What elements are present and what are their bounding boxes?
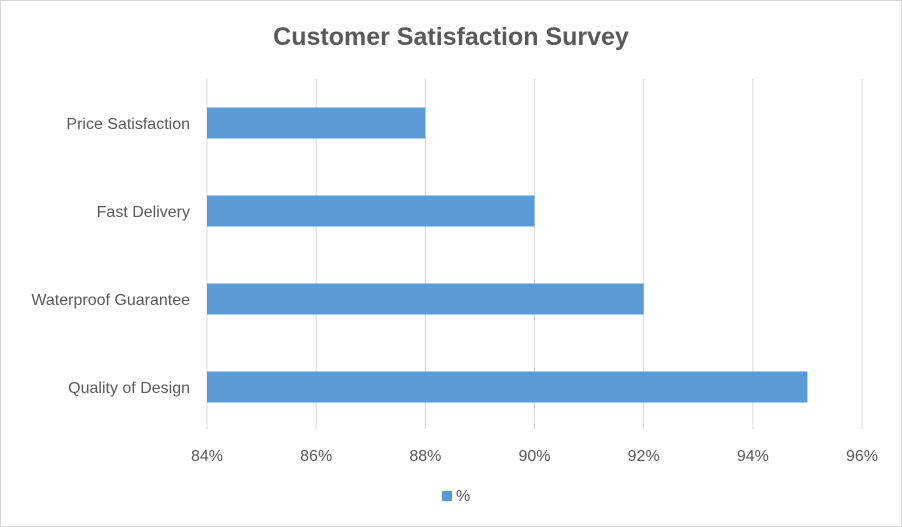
x-tick-label: 88% bbox=[409, 448, 441, 465]
x-tick-label: 84% bbox=[191, 448, 223, 465]
bars bbox=[207, 107, 808, 403]
legend-label: % bbox=[456, 488, 470, 505]
legend-swatch bbox=[442, 491, 452, 501]
bar bbox=[207, 195, 535, 227]
bar bbox=[207, 283, 644, 315]
category-label: Waterproof Guarantee bbox=[31, 292, 190, 309]
legend: % bbox=[442, 488, 470, 505]
category-label: Fast Delivery bbox=[97, 204, 190, 221]
chart-title: Customer Satisfaction Survey bbox=[273, 23, 629, 51]
x-tick-labels: 84% 86% 88% 90% 92% 94% 96% bbox=[191, 448, 878, 465]
category-label: Quality of Design bbox=[68, 380, 190, 397]
category-labels: Price Satisfaction Fast Delivery Waterproo… bbox=[31, 116, 190, 397]
category-label: Price Satisfaction bbox=[66, 116, 190, 133]
bar bbox=[207, 107, 426, 139]
x-tick-label: 90% bbox=[518, 448, 550, 465]
x-tick-label: 94% bbox=[737, 448, 769, 465]
bar bbox=[207, 371, 808, 403]
x-tick-label: 92% bbox=[628, 448, 660, 465]
x-tick-label: 96% bbox=[846, 448, 878, 465]
x-tick-label: 86% bbox=[300, 448, 332, 465]
